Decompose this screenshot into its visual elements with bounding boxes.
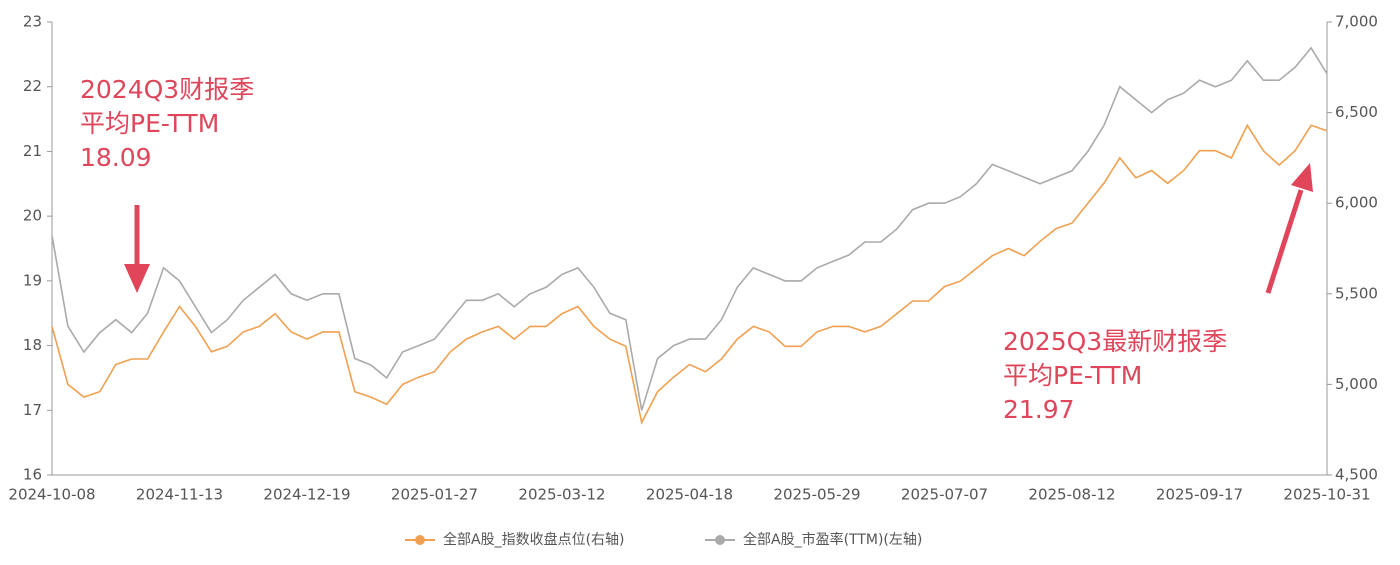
x-tick-label: 2025-01-27 bbox=[391, 486, 478, 504]
y-tick-label: 19 bbox=[23, 271, 42, 289]
y2-tick-label: 6,500 bbox=[1335, 103, 1378, 121]
x-tick-label: 2025-03-12 bbox=[518, 486, 605, 504]
legend-marker bbox=[415, 535, 425, 545]
y-tick-label: 21 bbox=[23, 142, 42, 160]
right-arrow bbox=[1265, 163, 1313, 294]
series-line bbox=[51, 46, 1328, 411]
annotation: 平均PE-TTM bbox=[80, 109, 219, 138]
y-tick-label: 20 bbox=[23, 207, 42, 225]
y2-tick-label: 5,000 bbox=[1335, 375, 1378, 393]
y-tick-label: 17 bbox=[23, 401, 42, 419]
x-tick-label: 2025-10-31 bbox=[1283, 486, 1370, 504]
y2-tick-label: 7,000 bbox=[1335, 13, 1378, 31]
x-tick-label: 2024-10-08 bbox=[8, 486, 95, 504]
legend-marker bbox=[715, 535, 725, 545]
x-tick-label: 2025-07-07 bbox=[901, 486, 988, 504]
annotation: 2025Q3最新财报季 bbox=[1003, 327, 1227, 356]
x-tick-label: 2024-12-19 bbox=[263, 486, 350, 504]
y2-tick-label: 4,500 bbox=[1335, 466, 1378, 484]
x-tick-label: 2025-05-29 bbox=[773, 486, 860, 504]
legend-label: 全部A股_市盈率(TTM)(左轴) bbox=[743, 531, 922, 548]
y-tick-label: 23 bbox=[23, 13, 42, 31]
y2-tick-label: 6,000 bbox=[1335, 194, 1378, 212]
x-tick-label: 2024-11-13 bbox=[136, 486, 223, 504]
x-tick-label: 2025-08-12 bbox=[1028, 486, 1115, 504]
y-tick-label: 18 bbox=[23, 336, 42, 354]
left-arrow bbox=[124, 205, 150, 293]
series-line bbox=[51, 123, 1328, 425]
y-tick-label: 22 bbox=[23, 77, 42, 95]
y-tick-label: 16 bbox=[23, 466, 42, 484]
x-tick-label: 2025-04-18 bbox=[646, 486, 733, 504]
annotation: 18.09 bbox=[80, 143, 152, 172]
annotation: 21.97 bbox=[1003, 395, 1075, 424]
x-tick-label: 2025-09-17 bbox=[1156, 486, 1243, 504]
y2-tick-label: 5,500 bbox=[1335, 284, 1378, 302]
legend-label: 全部A股_指数收盘点位(右轴) bbox=[443, 531, 625, 548]
annotation: 平均PE-TTM bbox=[1003, 361, 1142, 390]
annotation: 2024Q3财报季 bbox=[80, 75, 254, 104]
